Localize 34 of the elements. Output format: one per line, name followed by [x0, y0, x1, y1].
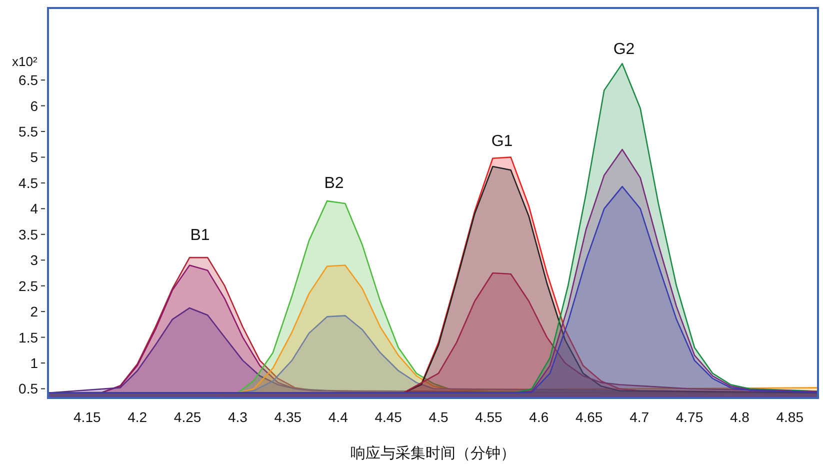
y-tick-label: 1.5	[18, 329, 38, 346]
annotation: B1	[190, 227, 210, 244]
x-tick-label: 4.7	[630, 409, 650, 425]
y-tick-label: 6	[30, 98, 38, 114]
x-tick-label: 4.55	[475, 409, 503, 425]
y-tick-label: 2.5	[18, 278, 38, 294]
y-tick-label: 5.5	[18, 123, 38, 140]
annotation: B2	[324, 175, 344, 192]
x-tick-label: 4.85	[776, 409, 804, 425]
annotation: G2	[613, 41, 635, 58]
x-tick-label: 4.45	[374, 409, 402, 425]
y-tick-label: 0.5	[18, 380, 38, 397]
x-tick-label: 4.5	[428, 409, 448, 425]
x-tick-label: 4.3	[228, 409, 248, 425]
x-tick-label: 4.35	[274, 409, 302, 425]
y-axis-title: x10²	[12, 54, 38, 69]
x-tick-label: 4.6	[529, 409, 549, 425]
x-tick-label: 4.15	[74, 409, 101, 425]
x-tick-label: 4.75	[676, 409, 704, 425]
annotation: G1	[491, 133, 513, 150]
y-tick-label: 6.5	[18, 72, 38, 88]
x-tick-label: 4.2	[128, 409, 148, 425]
y-tick-label: 3.5	[18, 226, 38, 242]
x-tick-label: 4.4	[328, 409, 348, 425]
x-tick-label: 4.65	[575, 409, 603, 425]
x-tick-label: 4.8	[730, 409, 750, 425]
y-tick-label: 3	[30, 252, 38, 268]
x-tick-label: 4.25	[174, 409, 202, 425]
y-tick-label: 2	[30, 304, 38, 320]
y-tick-label: 4	[30, 200, 38, 217]
x-axis-title: 响应与采集时间（分钟）	[350, 444, 516, 462]
y-tick-label: 1	[30, 355, 38, 372]
y-tick-label: 4.5	[18, 174, 38, 191]
y-tick-label: 5	[30, 149, 38, 166]
